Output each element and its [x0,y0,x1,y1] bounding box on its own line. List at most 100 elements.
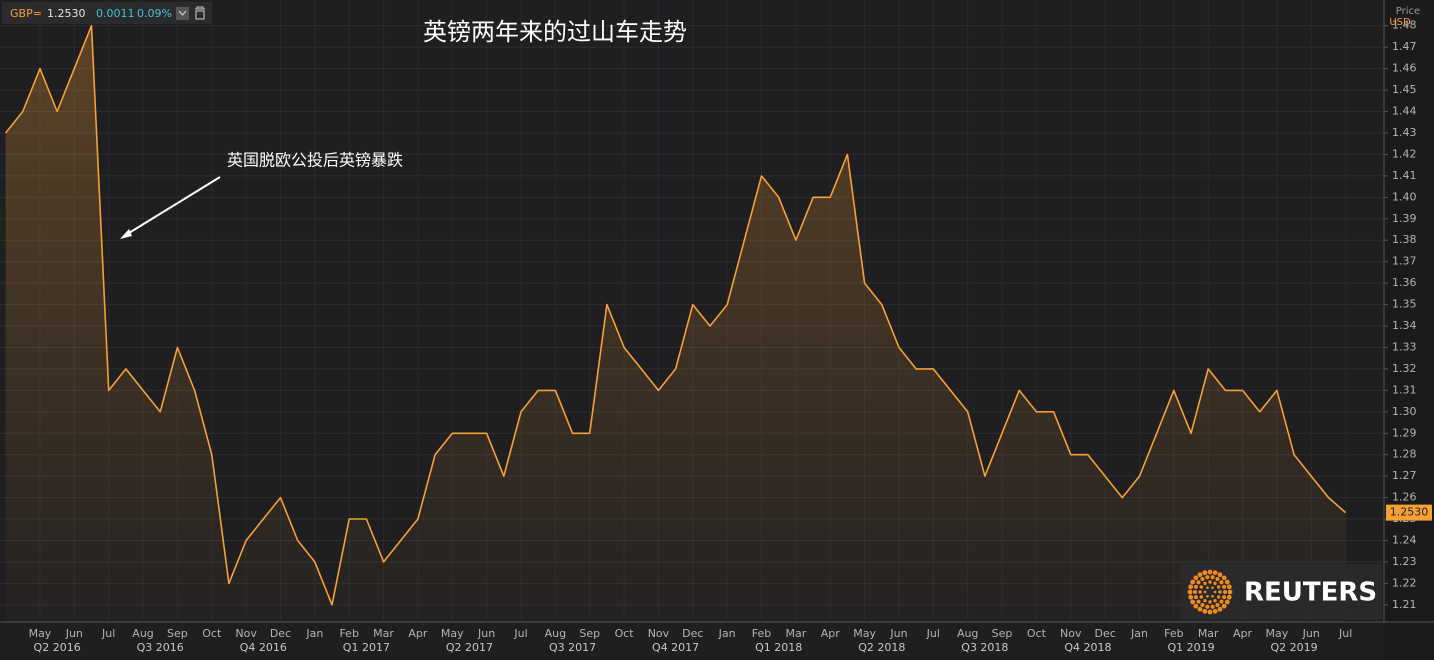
y-tick-label: 1.36 [1392,276,1417,289]
x-tick-label: May [1266,627,1289,640]
logo-dot [1222,595,1227,600]
x-tick-label: Aug [957,627,978,640]
x-tick-label: Jun [889,627,907,640]
arrow-head [120,229,132,239]
header-panel [2,2,212,24]
x-tick-label: Oct [1027,627,1047,640]
x-tick-label: Jul [1338,627,1352,640]
logo-dot [1212,570,1218,576]
x-tick-label: Feb [752,627,771,640]
x-tick-label: Apr [821,627,841,640]
logo-dot [1207,569,1213,575]
logo-dot [1192,589,1198,595]
last-price-label: 1.2530 [1390,506,1429,519]
y-tick-label: 1.44 [1392,105,1417,118]
logo-dot [1196,580,1201,585]
axis-title: Price [1396,6,1420,17]
logo-dot [1217,606,1223,612]
price: 1.2530 [47,7,86,20]
x-tick-label: May [853,627,876,640]
x-tick-label: Dec [270,627,291,640]
x-tick-label: Sep [579,627,600,640]
x-tick-label: Jun [477,627,495,640]
logo-dot [1213,581,1217,586]
ticker: GBP= [10,7,42,20]
annotation: 英国脱欧公投后英镑暴跌 [227,151,403,170]
logo-dot [1200,602,1205,608]
x-tick-label: Sep [992,627,1013,640]
logo-dot [1193,603,1199,609]
y-tick-label: 1.21 [1392,598,1417,611]
logo-dot [1196,599,1201,604]
y-tick-label: 1.41 [1392,169,1417,182]
logo-dot [1199,595,1204,599]
logo-dot [1210,575,1215,580]
logo-dot [1217,572,1223,578]
delete-icon[interactable] [195,6,205,20]
x-tick-label: Jul [926,627,940,640]
x-tick-label: Dec [682,627,703,640]
logo-dot [1216,595,1221,599]
x-tick-label: Mar [1198,627,1219,640]
logo-dot [1205,575,1210,580]
x-tick-label: Apr [408,627,428,640]
y-tick-label: 1.31 [1392,383,1417,396]
logo-dot [1205,604,1210,609]
y-tick-label: 1.22 [1392,576,1417,589]
y-tick-label: 1.26 [1392,491,1417,504]
change: 0.0011 [96,7,135,20]
logo-dot [1190,599,1196,605]
x-tick-label: Feb [339,627,358,640]
logo-dot [1203,581,1207,586]
y-tick-label: 1.29 [1392,426,1417,439]
axis-panel [1384,0,1434,660]
y-tick-label: 1.24 [1392,533,1417,546]
quarter-label: Q2 2016 [34,641,81,654]
y-tick-label: 1.40 [1392,190,1417,203]
quarter-label: Q3 2017 [549,641,596,654]
y-tick-label: 1.42 [1392,147,1417,160]
area-fill [5,25,1346,622]
logo-dot [1224,579,1230,585]
quarter-label: Q4 2016 [240,641,287,654]
y-tick-label: 1.38 [1392,233,1417,246]
logo-dot [1188,584,1194,590]
dropdown-icon [178,10,187,16]
logo-dot [1197,606,1203,612]
logo-dot [1212,608,1218,614]
y-tick-label: 1.48 [1392,19,1417,32]
quarter-label: Q1 2019 [1167,641,1214,654]
logo-dot [1202,608,1208,614]
quarter-label: Q1 2018 [755,641,802,654]
quarter-label: Q3 2018 [961,641,1008,654]
logo-dot [1210,604,1215,609]
dropdown-button[interactable] [176,7,189,20]
x-tick-label: Jan [1130,627,1148,640]
y-tick-label: 1.45 [1392,83,1417,96]
x-tick-label: Mar [785,627,806,640]
logo-dot [1202,570,1208,576]
logo-dot [1188,594,1194,600]
y-tick-label: 1.28 [1392,448,1417,461]
change-pct: 0.09% [137,7,172,20]
logo-dot [1199,585,1204,589]
logo-dot [1219,580,1224,585]
y-tick-label: 1.27 [1392,469,1417,482]
x-tick-label: Nov [1060,627,1082,640]
logo-dot [1193,575,1199,581]
x-tick-label: Jan [718,627,736,640]
x-tick-label: Oct [615,627,635,640]
logo-box [1180,564,1382,620]
x-tick-label: Dec [1094,627,1115,640]
x-tick-label: Jul [513,627,527,640]
logo-dot [1200,576,1205,582]
logo-dot [1211,586,1214,590]
y-tick-label: 1.43 [1392,126,1417,139]
logo-dot [1190,579,1196,585]
plot [4,24,1347,622]
logo-dot [1206,586,1209,590]
quarter-label: Q4 2018 [1064,641,1111,654]
x-tick-label: Aug [132,627,153,640]
